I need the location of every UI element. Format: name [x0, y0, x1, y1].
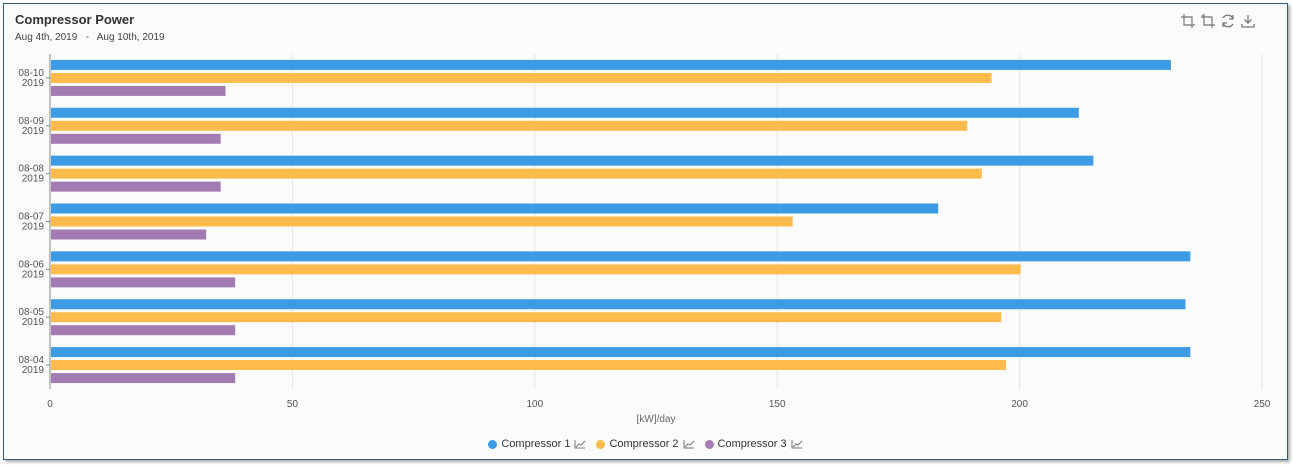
line-chart-icon[interactable] [791, 439, 803, 449]
bar-compressor-2 [51, 72, 992, 83]
line-chart-icon[interactable] [574, 439, 586, 449]
y-tick-label: 2019 [22, 222, 45, 233]
bar-compressor-1 [51, 299, 1186, 310]
x-tick-label: 50 [287, 399, 299, 410]
x-tick-label: 150 [769, 399, 786, 410]
x-tick-label: 100 [526, 399, 543, 410]
y-tick-label: 08-09 [18, 116, 44, 127]
legend-swatch [704, 439, 714, 449]
bar-compressor-3 [51, 277, 236, 288]
y-tick-label: 08-06 [18, 259, 44, 270]
y-tick-label: 08-04 [18, 355, 44, 366]
bar-compressor-3 [51, 229, 207, 240]
bar-compressor-2 [51, 264, 1021, 275]
bar-compressor-1 [51, 107, 1079, 118]
legend-swatch [596, 439, 606, 449]
bar-compressor-3 [51, 325, 236, 336]
y-tick-label: 2019 [22, 78, 45, 89]
legend-label: Compressor 1 [501, 438, 571, 450]
bar-chart: 0 50 100 150 200 25008-10201908-09201908-0820… [18, 54, 1271, 425]
line-chart-icon[interactable] [683, 439, 695, 449]
bar-compressor-2 [51, 360, 1007, 371]
y-tick-label: 2019 [22, 365, 45, 376]
crop-reset-icon[interactable] [1200, 13, 1216, 29]
bar-compressor-2 [51, 216, 793, 227]
bar-compressor-2 [51, 168, 982, 179]
y-tick-label: 2019 [22, 269, 45, 280]
bar-compressor-1 [51, 59, 1171, 70]
legend-label: Compressor 2 [609, 438, 679, 450]
download-icon[interactable] [1240, 13, 1256, 29]
y-tick-label: 08-10 [18, 68, 44, 79]
chart-legend: Compressor 1 Compressor 2 Compressor 3 [4, 438, 1287, 450]
crop-icon[interactable] [1180, 13, 1196, 29]
x-tick-label: 250 [1254, 399, 1271, 410]
refresh-icon[interactable] [1220, 13, 1236, 29]
chart-title: Compressor Power [15, 12, 135, 27]
chart-toolbar [1180, 13, 1256, 29]
y-tick-label: 2019 [22, 174, 45, 185]
bar-compressor-3 [51, 133, 221, 144]
bar-compressor-3 [51, 85, 226, 96]
bar-compressor-1 [51, 203, 939, 214]
bar-compressor-3 [51, 373, 236, 384]
legend-swatch [488, 439, 498, 449]
legend-item[interactable]: Compressor 1 [488, 438, 586, 450]
legend-item[interactable]: Compressor 2 [596, 438, 694, 450]
y-tick-label: 08-05 [18, 307, 44, 318]
bar-compressor-3 [51, 181, 221, 192]
legend-label: Compressor 3 [717, 438, 787, 450]
x-tick-label: 0 [47, 399, 53, 410]
y-tick-label: 08-07 [18, 212, 44, 223]
x-axis-label: [kW]/day [637, 414, 676, 425]
y-tick-label: 2019 [22, 126, 45, 137]
y-tick-label: 2019 [22, 317, 45, 328]
legend-item[interactable]: Compressor 3 [704, 438, 803, 450]
bar-compressor-2 [51, 120, 968, 131]
bar-compressor-1 [51, 155, 1094, 166]
chart-panel: Compressor Power Aug 4th, 2019 - Aug 10t… [3, 3, 1288, 460]
y-tick-label: 08-08 [18, 164, 44, 175]
bar-compressor-1 [51, 251, 1191, 262]
bar-compressor-1 [51, 347, 1191, 358]
x-tick-label: 200 [1011, 399, 1028, 410]
bar-compressor-2 [51, 312, 1002, 323]
date-range: Aug 4th, 2019 - Aug 10th, 2019 [15, 32, 165, 43]
